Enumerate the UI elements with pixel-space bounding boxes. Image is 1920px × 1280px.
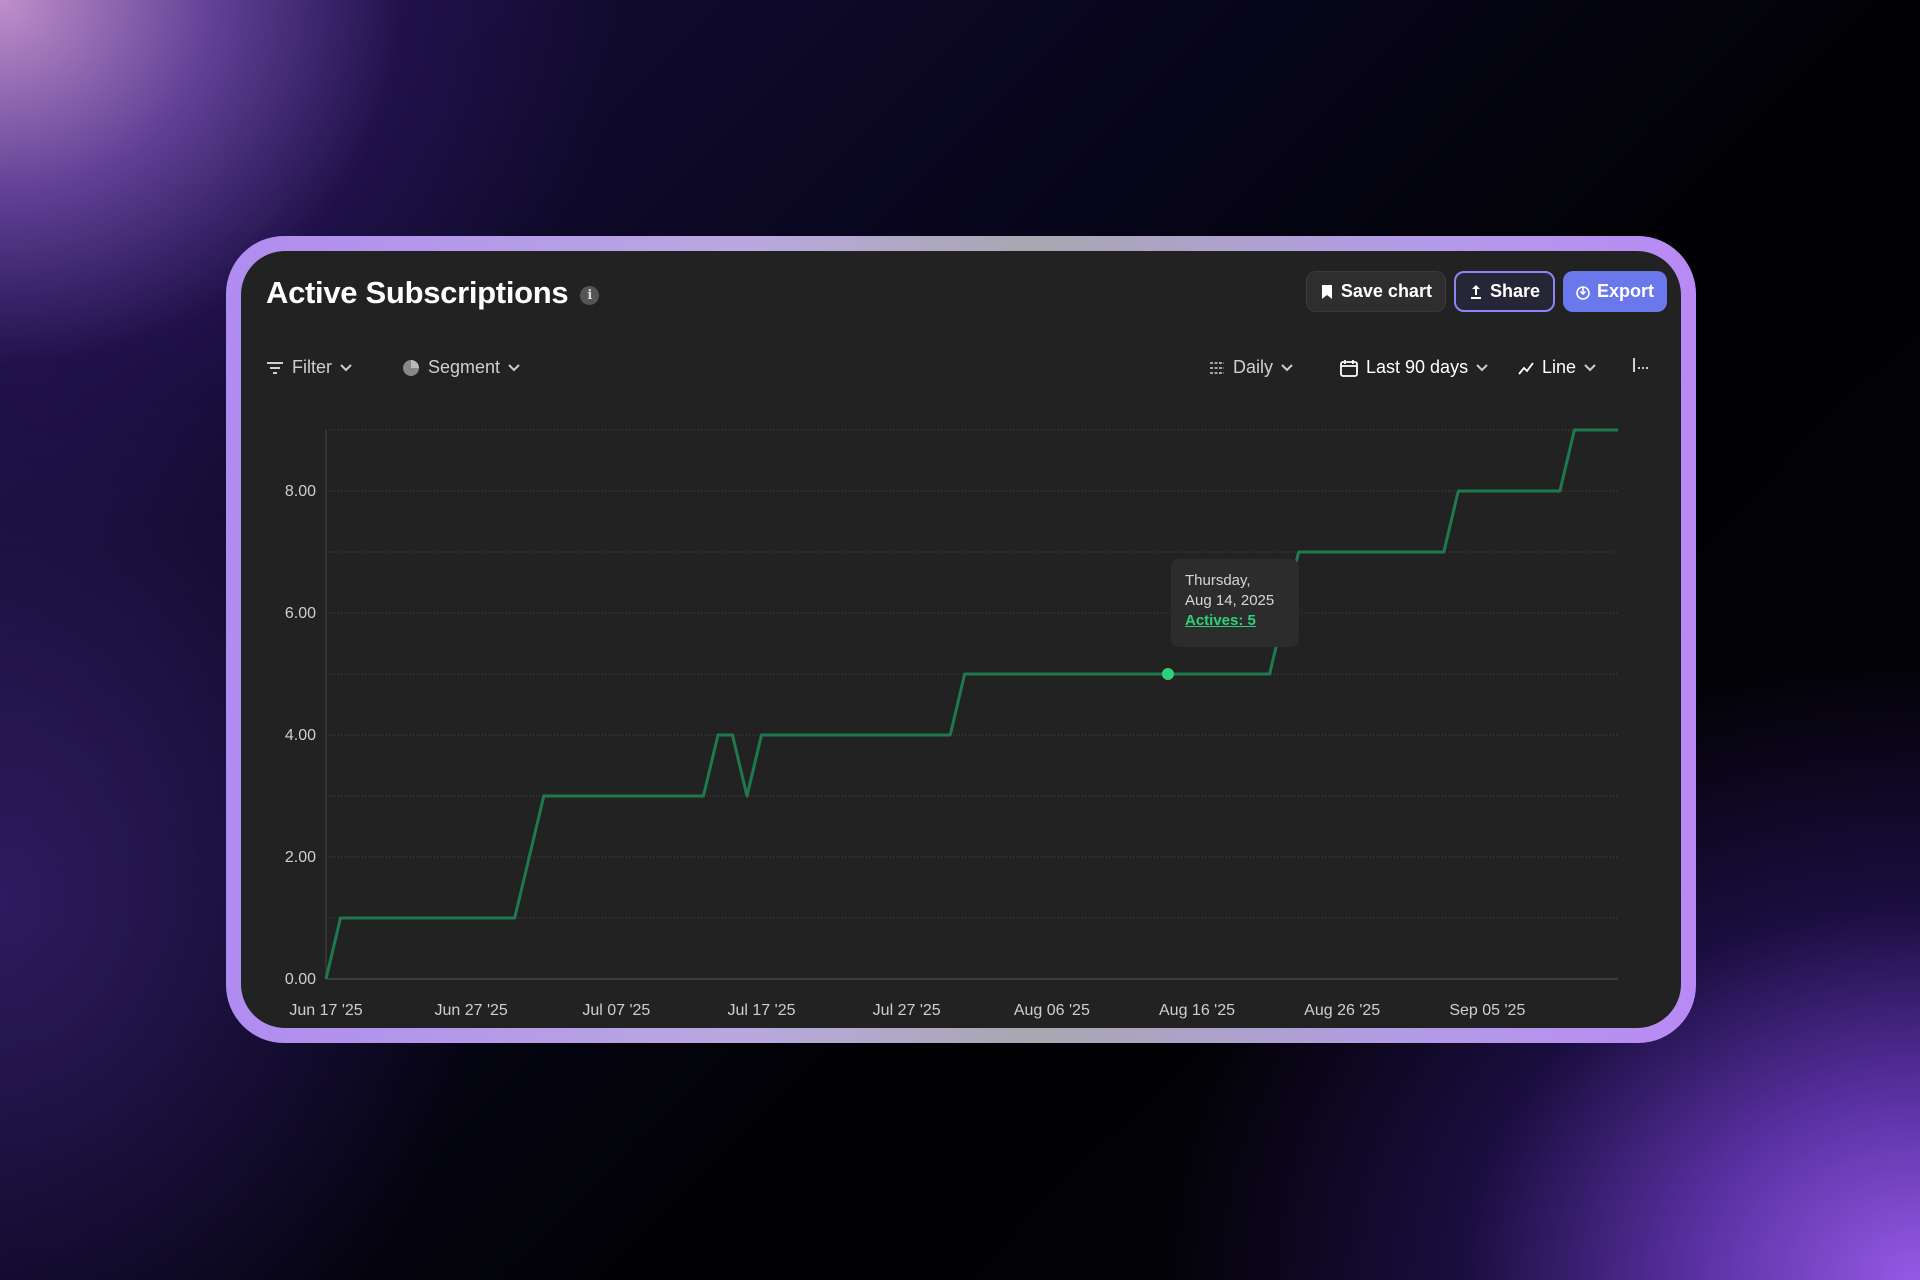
export-icon (1576, 285, 1590, 300)
filter-dropdown[interactable]: Filter (266, 357, 352, 378)
chart-card-frame: Active Subscriptions i Save chart Share … (226, 236, 1696, 1043)
segment-dropdown[interactable]: Segment (402, 357, 520, 378)
share-icon (1470, 284, 1481, 299)
highlight-point (1161, 668, 1174, 680)
line-chart: 0.00 2.00 4.00 6.00 8.00 Jun 17 '25 Jun 27 '25… (285, 428, 1618, 1019)
axis-settings-icon (1633, 358, 1650, 372)
x-tick-label: Jun 17 '25 (289, 1002, 362, 1019)
x-tick-label: Jul 27 '25 (873, 1002, 941, 1019)
chevron-down-icon (1281, 363, 1293, 371)
share-button[interactable]: Share (1453, 271, 1555, 312)
save-chart-label: Save chart (1340, 281, 1432, 301)
chart-toolbar: Filter Segment Daily Last 90 days Line (266, 357, 1656, 387)
y-tick-label: 0.00 (285, 971, 316, 988)
pie-icon (403, 359, 419, 376)
header-actions: Save chart Share Export (1305, 271, 1667, 312)
x-tick-label: Aug 06 '25 (1014, 1002, 1090, 1019)
x-tick-label: Aug 16 '25 (1159, 1002, 1235, 1019)
chevron-down-icon (508, 363, 520, 371)
title-row: Active Subscriptions i (266, 275, 600, 311)
share-label: Share (1489, 281, 1540, 301)
x-tick-label: Jun 27 '25 (434, 1002, 507, 1019)
export-label: Export (1596, 281, 1654, 301)
date-range-label: Last 90 days (1366, 357, 1469, 377)
date-range-dropdown[interactable]: Last 90 days (1340, 357, 1488, 378)
calendar-icon (1340, 359, 1358, 377)
tooltip-day: Thursday, (1185, 572, 1251, 589)
info-icon[interactable]: i (580, 285, 600, 305)
chart-type-dropdown[interactable]: Line (1518, 357, 1596, 378)
series-line (324, 428, 1618, 980)
y-tick-label: 6.00 (285, 605, 316, 622)
export-button[interactable]: Export (1562, 271, 1667, 312)
interval-dropdown[interactable]: Daily (1209, 357, 1293, 378)
x-tick-label: Jul 07 '25 (582, 1002, 650, 1019)
interval-label: Daily (1233, 357, 1274, 377)
chevron-down-icon (1584, 363, 1596, 371)
filter-icon (267, 361, 283, 374)
save-chart-button[interactable]: Save chart (1305, 271, 1446, 312)
tooltip-date: Aug 14, 2025 (1185, 592, 1275, 609)
y-tick-label: 8.00 (285, 483, 316, 500)
chart-tooltip: Thursday, Aug 14, 2025 Actives: 5 (1171, 559, 1299, 647)
x-tick-label: Jul 17 '25 (728, 1002, 796, 1019)
tooltip-value: Actives: 5 (1185, 612, 1256, 629)
page-title: Active Subscriptions (266, 275, 569, 310)
chart-card: Active Subscriptions i Save chart Share … (241, 251, 1681, 1028)
segment-label: Segment (428, 357, 501, 377)
line-chart-icon (1518, 361, 1534, 375)
chart-options-button[interactable] (1633, 357, 1651, 373)
x-tick-label: Sep 05 '25 (1449, 1002, 1525, 1019)
chevron-down-icon (1476, 363, 1488, 371)
y-tick-label: 2.00 (285, 849, 316, 866)
x-tick-label: Aug 26 '25 (1304, 1002, 1380, 1019)
chart-type-label: Line (1542, 357, 1577, 377)
bookmark-icon (1321, 284, 1332, 299)
y-tick-label: 4.00 (285, 727, 316, 744)
chevron-down-icon (340, 363, 352, 371)
filter-label: Filter (292, 357, 332, 377)
list-icon (1210, 361, 1224, 374)
